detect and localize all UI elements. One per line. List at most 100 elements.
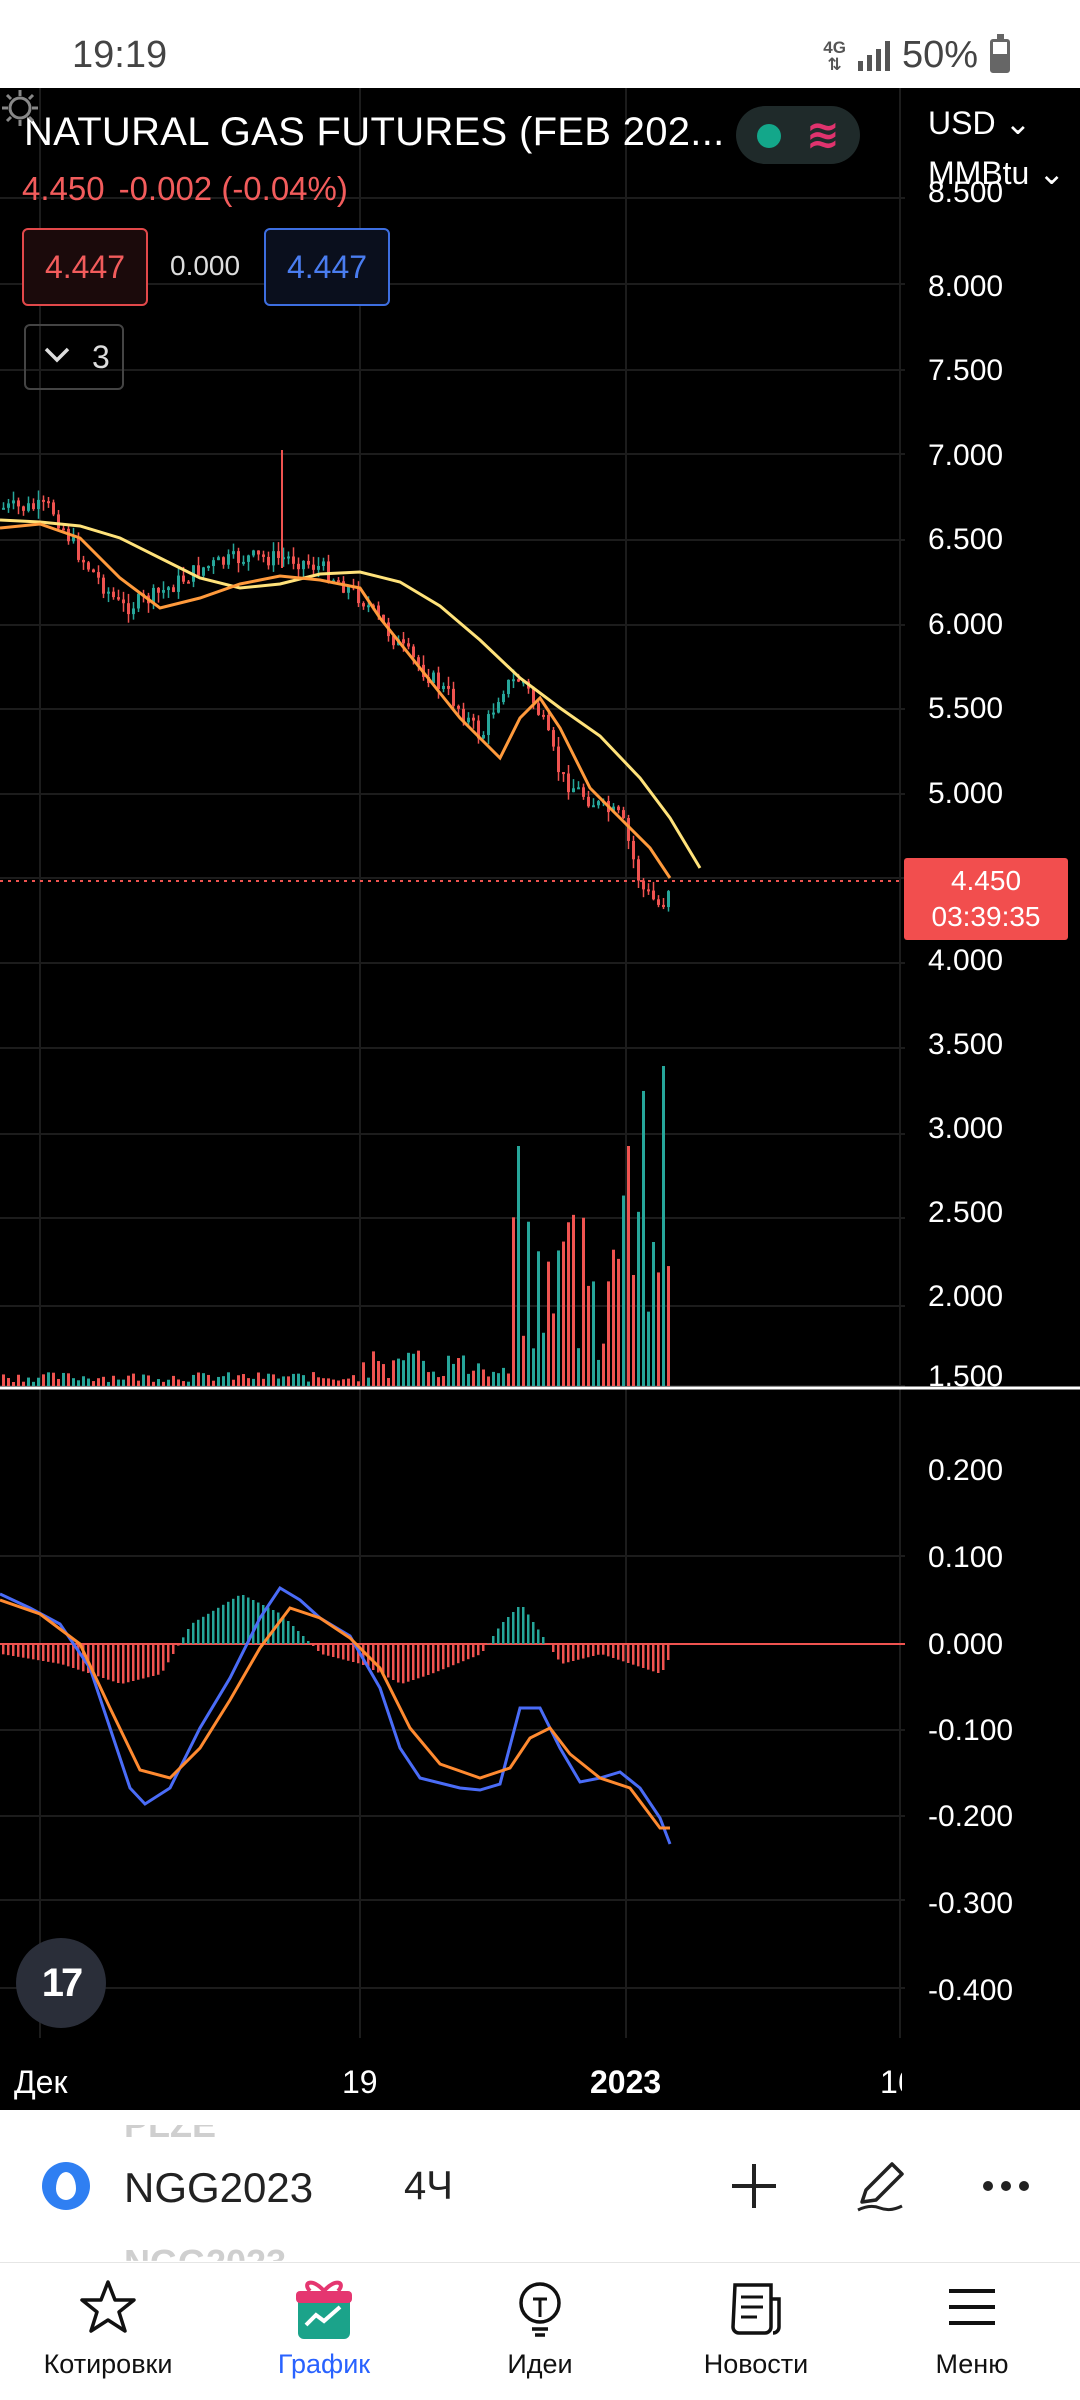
- histogram-bar: [537, 1629, 540, 1644]
- moving-average-fast: [0, 522, 672, 879]
- candle-body: [432, 672, 435, 684]
- candle-body: [502, 693, 505, 703]
- signal-line: [0, 1598, 670, 1830]
- volume-bar: [52, 1372, 55, 1386]
- histogram-bar: [32, 1644, 35, 1660]
- volume-bar: [267, 1373, 270, 1386]
- volume-bar: [437, 1377, 440, 1386]
- nav-label: Меню: [935, 2349, 1009, 2379]
- spread-value: 0.000: [170, 250, 241, 281]
- unit-selector[interactable]: MMBtu ⌄: [928, 155, 1066, 191]
- candle-body: [467, 717, 470, 723]
- volume-bar: [507, 1373, 510, 1386]
- volume-bar: [632, 1274, 635, 1386]
- volume-bar: [367, 1377, 370, 1386]
- histogram-bar: [67, 1644, 70, 1667]
- candle-body: [667, 891, 670, 908]
- candle-body: [117, 597, 120, 600]
- candle-body: [587, 796, 590, 807]
- histogram-bar: [327, 1644, 330, 1656]
- volume-bar: [452, 1363, 455, 1386]
- add-plus-icon[interactable]: [724, 2156, 784, 2216]
- price-tick: 7.000: [928, 439, 1003, 472]
- volume-bar: [492, 1371, 495, 1386]
- nav-ideas[interactable]: Идеи: [432, 2263, 648, 2400]
- volume-bar: [667, 1266, 670, 1386]
- histogram-bar: [187, 1629, 190, 1644]
- sell-price-button[interactable]: 4.447: [22, 228, 148, 306]
- volume-bar: [107, 1381, 110, 1386]
- candle-body: [172, 587, 175, 592]
- histogram-bar: [642, 1644, 645, 1668]
- candle-body: [197, 565, 200, 576]
- market-status-pill[interactable]: ≋: [736, 106, 860, 164]
- histogram-bar: [122, 1644, 125, 1684]
- volume-bar: [642, 1090, 645, 1386]
- volume-bar: [317, 1377, 320, 1386]
- candle-body: [662, 904, 665, 908]
- histogram-bar: [202, 1616, 205, 1644]
- chart-area[interactable]: 8.500 8.000 7.500 7.000 6.500 6.000 5.50…: [0, 88, 1080, 2110]
- volume-bar: [477, 1363, 480, 1386]
- price-axis[interactable]: 8.500 8.000 7.500 7.000 6.500 6.000 5.50…: [928, 176, 1003, 1393]
- price-tick: 2.000: [928, 1280, 1003, 1313]
- volume-bar: [347, 1378, 350, 1386]
- volume-bar: [407, 1352, 410, 1386]
- histogram-bar: [472, 1644, 475, 1658]
- nav-news[interactable]: Новости: [648, 2263, 864, 2400]
- volume-bar: [212, 1380, 215, 1386]
- candle-body: [497, 702, 500, 713]
- more-options-icon[interactable]: [976, 2156, 1036, 2216]
- symbol-toolbar: PLZE NGG2023 4Ч NGG2023: [0, 2110, 1080, 2262]
- histogram-bar: [382, 1644, 385, 1675]
- candle-body: [647, 889, 650, 892]
- histogram-bar: [222, 1604, 225, 1644]
- nav-quotes[interactable]: Котировки: [0, 2263, 216, 2400]
- nav-chart[interactable]: График: [216, 2263, 432, 2400]
- symbol-title[interactable]: NATURAL GAS FUTURES (FEB 202...: [24, 110, 725, 154]
- volume-bar: [147, 1375, 150, 1386]
- histogram-bar: [212, 1610, 215, 1644]
- histogram-bar: [547, 1644, 550, 1645]
- candle-body: [532, 688, 535, 704]
- chart-settings-gear-icon[interactable]: [0, 88, 40, 128]
- candle-body: [507, 679, 510, 694]
- candle-body: [542, 714, 545, 717]
- candle-body: [652, 890, 655, 900]
- price-candles: [2, 450, 670, 912]
- volume-bar: [592, 1281, 595, 1386]
- histogram-bar: [97, 1644, 100, 1677]
- volume-bar: [172, 1375, 175, 1386]
- histogram-bar: [602, 1644, 605, 1655]
- volume-bar: [342, 1379, 345, 1386]
- histogram-bar: [127, 1644, 130, 1683]
- candle-body: [577, 787, 580, 790]
- candle-body: [282, 557, 285, 560]
- status-indicators: 4G ⇅ 50%: [823, 33, 1010, 77]
- macd-axis[interactable]: 0.200 0.100 0.000 -0.100 -0.200 -0.300 -…: [928, 1454, 1013, 2007]
- volume-bar: [192, 1374, 195, 1386]
- candle-body: [317, 565, 320, 570]
- buy-price-button[interactable]: 4.447: [264, 228, 390, 306]
- histogram-bar: [2, 1644, 5, 1655]
- histogram-bar: [37, 1644, 40, 1661]
- histogram-bar: [407, 1644, 410, 1682]
- symbol-name-button[interactable]: NGG2023: [124, 2164, 314, 2211]
- price-chart-canvas[interactable]: 8.500 8.000 7.500 7.000 6.500 6.000 5.50…: [0, 88, 1080, 2110]
- tradingview-logo[interactable]: 17: [16, 1938, 106, 2028]
- volume-bar: [587, 1285, 590, 1386]
- histogram-bar: [102, 1644, 105, 1678]
- histogram-bar: [182, 1637, 185, 1644]
- drawing-pen-icon[interactable]: [850, 2156, 910, 2216]
- status-time: 19:19: [72, 34, 168, 76]
- candle-body: [597, 801, 600, 806]
- candle-body: [102, 577, 105, 594]
- histogram-bar: [592, 1644, 595, 1656]
- candle-body: [612, 806, 615, 813]
- nav-menu[interactable]: Меню: [864, 2263, 1080, 2400]
- currency-selector[interactable]: USD ⌄: [928, 105, 1032, 141]
- candle-body: [537, 703, 540, 715]
- candle-body: [367, 605, 370, 608]
- indicators-toggle[interactable]: 3: [24, 324, 124, 390]
- timeframe-button[interactable]: 4Ч: [404, 2164, 453, 2208]
